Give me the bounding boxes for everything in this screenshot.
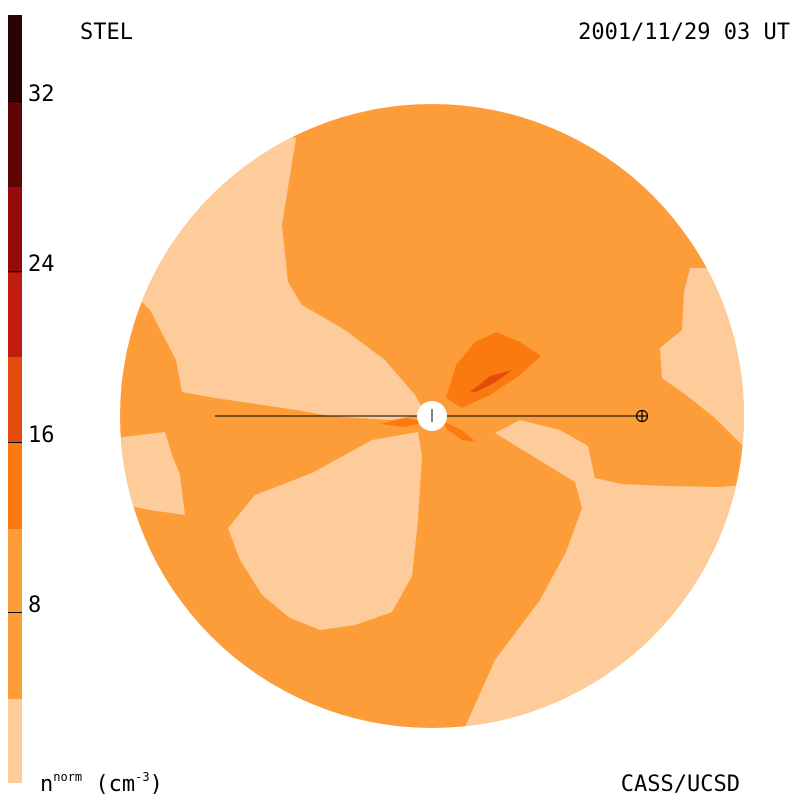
colorbar-tick-label-8: 8: [28, 593, 42, 618]
colorbar-tick-label-32: 32: [28, 82, 55, 107]
colorbar-tick-32: [8, 101, 22, 102]
colorbar-segment-2: [8, 443, 22, 529]
unit-close: ): [149, 772, 163, 797]
unit-rest: (cm: [95, 772, 136, 797]
colorbar-tick-label-24: 24: [28, 252, 55, 277]
colorbar-tick-24: [8, 271, 22, 272]
colorbar-segment-1: [8, 529, 22, 699]
date-label: 2001/11/29 03 UT: [578, 20, 790, 45]
contour-region-right-edge: [660, 260, 744, 448]
contour-region-enhanced: [446, 332, 541, 408]
unit-exponent: -3: [135, 770, 150, 784]
colorbar-tick-label-16: 16: [28, 423, 55, 448]
contour-region-left-sliver: [380, 418, 425, 427]
colorbar-segment-4: [8, 273, 22, 357]
colorbar: [8, 15, 22, 783]
colorbar-tick-8: [8, 612, 22, 613]
contour-region-spike: [440, 420, 476, 442]
density-unit-label: nnorm (cm-3): [40, 766, 163, 796]
contour-region-peak: [470, 370, 512, 392]
instrument-label: STEL: [80, 20, 133, 45]
credit-label: CASS/UCSD: [620, 772, 740, 797]
colorbar-segment-5: [8, 187, 22, 273]
colorbar-tick-16: [8, 442, 22, 443]
colorbar-segment-3: [8, 357, 22, 443]
colorbar-segment-0: [8, 699, 22, 783]
unit-base: n: [40, 772, 54, 797]
colorbar-segment-6: [8, 101, 22, 187]
unit-superscript: norm: [53, 770, 83, 784]
colorbar-segment-7: [8, 15, 22, 101]
earth-icon: [635, 409, 649, 423]
contour-region-lower-center: [228, 432, 422, 630]
